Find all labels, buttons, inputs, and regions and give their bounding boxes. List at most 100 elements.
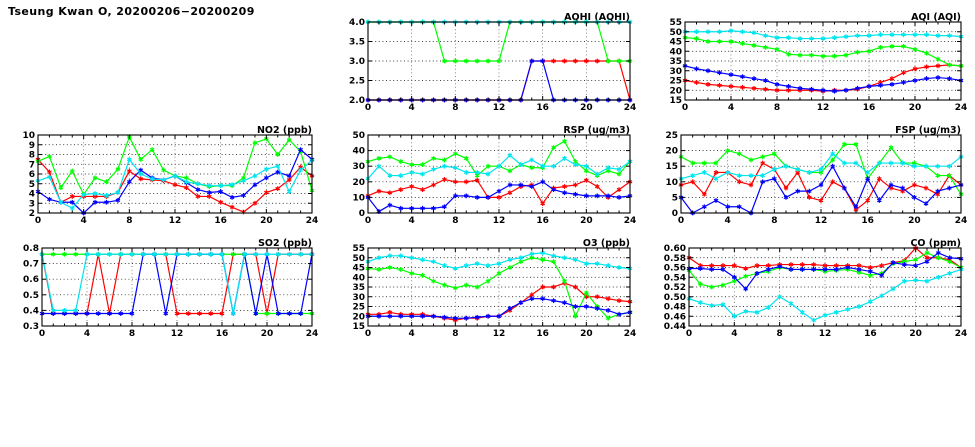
chart-so2: SO2 (ppb) 0.3 0.4 0.5 0.6 0.7 0.8 0 4 8 12 16 20 24 [23, 238, 319, 339]
y-tick-label: 0.4 [23, 306, 39, 316]
panel-title: O3 (ppb) [583, 238, 630, 249]
y-tick-label: 7 [29, 160, 35, 170]
x-tick-label: 20 [580, 103, 593, 113]
x-tick-label: 16 [536, 103, 549, 113]
x-tick-label: 20 [909, 329, 922, 339]
series-markers-cyan [686, 267, 964, 323]
x-tick-label: 8 [777, 329, 783, 339]
y-tick-label: 0.52 [664, 283, 686, 293]
y-tick-label: 4.0 [349, 18, 365, 28]
x-tick-label: 4 [731, 329, 737, 339]
x-tick-label: 0 [686, 329, 692, 339]
y-tick-label: 20 [352, 178, 365, 188]
y-tick-label: 0.7 [23, 260, 39, 270]
y-tick-label: 15 [352, 322, 365, 332]
panel-title: CO (ppm) [910, 238, 961, 249]
page-title: Tseung Kwan O, 20200206−20200209 [8, 5, 255, 18]
x-tick-label: 20 [260, 216, 273, 226]
y-tick-label: 5 [672, 193, 678, 203]
chart-aqhi: AQHI (AQHI) 2.0 2.5 3.0 3.5 4.0 0 4 8 12 16 20 24 [349, 12, 637, 113]
y-tick-label: 20 [352, 312, 365, 322]
y-tick-label: 0.60 [664, 244, 686, 254]
x-tick-label: 16 [536, 329, 549, 339]
y-tick-label: 15 [665, 162, 678, 172]
x-tick-label: 16 [863, 103, 876, 113]
x-tick-label: 24 [306, 329, 319, 339]
y-tick-label: 25 [665, 131, 678, 141]
y-tick-label: 8 [29, 151, 35, 161]
x-tick-label: 20 [908, 216, 921, 226]
y-tick-label: 40 [352, 273, 365, 283]
y-tick-label: 10 [22, 131, 35, 141]
x-tick-label: 12 [493, 216, 506, 226]
panel-no2: NO2 (ppb) 2 3 4 5 6 7 8 9 10 0 4 8 12 16 20 24 [12, 125, 322, 230]
x-tick-label: 24 [624, 216, 637, 226]
y-tick-label: 45 [352, 264, 365, 274]
x-tick-label: 16 [536, 216, 549, 226]
x-tick-label: 8 [452, 216, 458, 226]
panel-title: FSP (ug/m3) [895, 125, 961, 136]
y-tick-label: 9 [29, 141, 35, 151]
y-tick-label: 0.5 [23, 291, 39, 301]
x-tick-label: 4 [409, 103, 415, 113]
x-tick-label: 20 [909, 103, 922, 113]
y-tick-label: 30 [669, 67, 682, 77]
x-tick-label: 20 [580, 329, 593, 339]
y-tick-label: 5 [29, 180, 35, 190]
x-tick-label: 0 [39, 329, 45, 339]
y-tick-label: 0.54 [664, 273, 686, 283]
y-tick-label: 35 [352, 283, 365, 293]
chart-rsp: RSP (ug/m3) 0 10 20 30 40 50 0 4 8 12 16 20 24 [352, 125, 637, 226]
x-tick-label: 8 [129, 329, 135, 339]
x-tick-label: 4 [728, 103, 734, 113]
y-tick-label: 4 [29, 190, 35, 200]
x-tick-label: 16 [861, 216, 874, 226]
y-tick-label: 10 [665, 178, 678, 188]
x-tick-label: 24 [624, 329, 637, 339]
y-tick-label: 25 [352, 303, 365, 313]
y-tick-label: 30 [352, 293, 365, 303]
x-tick-label: 12 [819, 329, 832, 339]
x-tick-label: 4 [84, 329, 90, 339]
y-tick-label: 2.0 [349, 96, 365, 106]
panel-o3: O3 (ppb) 15 20 25 30 35 40 45 50 55 0 4 8 12 16 20 24 [340, 238, 640, 343]
y-tick-label: 0.50 [664, 293, 686, 303]
y-tick-label: 0 [359, 209, 365, 219]
x-tick-label: 4 [409, 216, 415, 226]
x-tick-label: 8 [452, 329, 458, 339]
panel-fsp: FSP (ug/m3) 0 5 10 15 20 25 0 4 8 12 16 20 24 [655, 125, 971, 230]
chart-co: CO (ppm) 0.440.460.480.500.520.540.560.58… [664, 238, 967, 339]
x-tick-label: 12 [817, 103, 830, 113]
panel-so2: SO2 (ppb) 0.3 0.4 0.5 0.6 0.7 0.8 0 4 8 12 16 20 24 [12, 238, 322, 343]
y-tick-label: 0.8 [23, 244, 39, 254]
x-tick-label: 20 [580, 216, 593, 226]
x-tick-label: 20 [261, 329, 274, 339]
y-tick-label: 50 [352, 254, 365, 264]
x-tick-label: 16 [214, 216, 227, 226]
y-tick-label: 10 [352, 193, 365, 203]
panel-aqhi: AQHI (AQHI) 2.0 2.5 3.0 3.5 4.0 0 4 8 12 16 20 24 [340, 12, 640, 117]
x-tick-label: 12 [493, 103, 506, 113]
y-tick-label: 3.0 [349, 57, 365, 67]
panel-co: CO (ppm) 0.44 0.46 0.48 0.50 0.52 0.54 0.56 0.58… [655, 238, 971, 343]
x-tick-label: 8 [452, 103, 458, 113]
x-tick-label: 24 [955, 216, 968, 226]
y-tick-label: 0.48 [664, 303, 686, 313]
x-tick-label: 0 [365, 216, 371, 226]
panel-rsp: RSP (ug/m3) 0 10 20 30 40 50 0 4 8 12 16 20 24 [340, 125, 640, 230]
x-tick-label: 0 [365, 329, 371, 339]
y-tick-label: 0.46 [664, 312, 686, 322]
panel-title: SO2 (ppb) [258, 238, 312, 249]
x-tick-label: 8 [126, 216, 132, 226]
y-tick-label: 6 [29, 170, 35, 180]
y-tick-label: 0.44 [664, 322, 686, 332]
y-tick-label: 35 [669, 57, 682, 67]
x-tick-label: 24 [624, 103, 637, 113]
y-tick-label: 0.3 [23, 322, 39, 332]
y-tick-label: 40 [352, 147, 365, 157]
y-tick-label: 55 [352, 244, 365, 254]
y-tick-label: 20 [665, 147, 678, 157]
x-tick-label: 12 [815, 216, 828, 226]
